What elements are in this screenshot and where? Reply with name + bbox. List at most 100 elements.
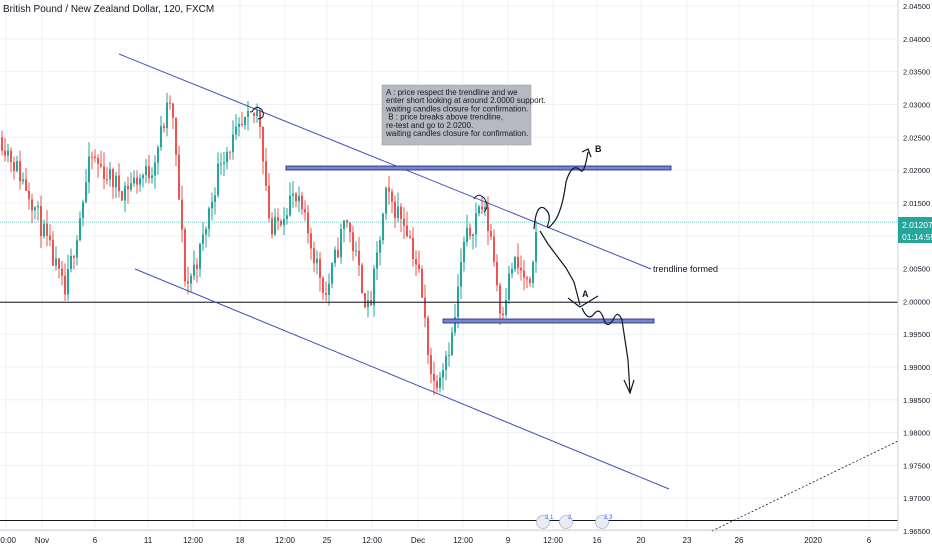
candle-down (127, 185, 129, 190)
time-tick-label: 23 (683, 536, 692, 545)
event-flag-icon (536, 515, 550, 529)
time-tick-label: 12:00 (183, 536, 204, 545)
candle-down (418, 264, 420, 270)
candle-down (112, 169, 114, 188)
candle-down (61, 268, 63, 276)
price-tag-bg (898, 217, 932, 243)
candle-up (247, 110, 249, 117)
scenario-b-arrowhead (581, 148, 592, 158)
candle-up (472, 234, 474, 236)
candles (1, 92, 537, 396)
time-tick-label: 12:00 (543, 536, 564, 545)
candle-down (181, 199, 183, 230)
event-marker[interactable]: 2 (559, 515, 573, 529)
note-line: enter short looking at around 2.0000 sup… (386, 96, 546, 105)
candle-up (124, 185, 126, 201)
candle-down (529, 279, 531, 283)
annotation-note[interactable]: A : price respect the trendline and we en… (381, 84, 546, 146)
candle-down (526, 277, 528, 280)
event-marker[interactable]: 2 1 (536, 515, 555, 529)
dashed-projection-line (711, 440, 899, 532)
candle-up (199, 243, 201, 269)
candle-up (286, 215, 288, 220)
candle-down (409, 236, 411, 238)
candle-up (193, 264, 195, 276)
candle-down (13, 161, 15, 172)
price-tick-label: 1.99000 (903, 363, 930, 372)
price-tick-label: 2.03000 (903, 100, 930, 109)
candle-down (4, 150, 6, 156)
event-marker[interactable]: 2 3 (595, 515, 614, 529)
event-markers[interactable]: 2 1 2 2 3 (536, 515, 614, 529)
candle-up (367, 300, 369, 308)
price-tick-label: 1.96500 (903, 527, 930, 536)
candle-down (415, 259, 417, 265)
candle-up (85, 182, 87, 203)
candle-down (307, 212, 309, 234)
candle-up (145, 166, 147, 176)
candle-down (46, 223, 48, 236)
scenario-b-path (533, 151, 589, 230)
candle-down (490, 231, 492, 237)
candle-up (514, 256, 516, 270)
label-a: A (582, 289, 589, 299)
candle-up (109, 169, 111, 180)
candle-down (19, 161, 21, 182)
candle-down (430, 354, 432, 375)
candle-down (118, 175, 120, 192)
candle-up (505, 299, 507, 316)
note-box (381, 84, 532, 146)
candle-down (433, 374, 435, 382)
candle-down (394, 201, 396, 219)
candle-down (52, 239, 54, 266)
candle-down (517, 256, 519, 268)
price-tick-label: 1.98000 (903, 429, 930, 438)
candle-up (373, 268, 375, 306)
candle-down (241, 123, 243, 125)
candle-up (139, 178, 141, 185)
candle-down (178, 154, 180, 200)
candle-down (58, 258, 60, 269)
candle-down (388, 187, 390, 192)
candle-up (151, 175, 153, 178)
candle-down (304, 209, 306, 213)
candle-down (322, 277, 324, 294)
candle-down (370, 300, 372, 306)
candle-down (106, 178, 108, 180)
candle-down (250, 110, 252, 113)
resistance-zone (285, 165, 672, 171)
candle-down (349, 222, 351, 233)
time-tick-label: 20 (637, 536, 646, 545)
candle-down (325, 293, 327, 296)
candle-down (10, 150, 12, 162)
candle-up (451, 332, 453, 355)
candle-up (460, 262, 462, 287)
candle-up (445, 355, 447, 371)
candle-down (94, 156, 96, 158)
candle-down (520, 267, 522, 271)
candle-up (316, 258, 318, 264)
candle-down (103, 166, 105, 179)
candle-up (190, 275, 192, 284)
price-tick-label: 2.02500 (903, 133, 930, 142)
time-axis[interactable]: 00:00 Nov 6 11 12:00 18 12:00 25 12:00 Dec 12:00 9 1… (0, 536, 872, 545)
candle-up (442, 370, 444, 378)
time-tick-label: 00:00 (0, 536, 17, 545)
candle-up (343, 220, 345, 229)
candle-up (439, 377, 441, 388)
candle-up (478, 206, 480, 214)
candle-up (160, 126, 162, 148)
candle-up (484, 207, 486, 210)
candle-down (265, 161, 267, 186)
candle-down (337, 249, 339, 258)
candle-down (364, 293, 366, 308)
scenario-a-arrowhead (567, 295, 599, 308)
candle-up (334, 249, 336, 264)
candle-down (229, 151, 231, 153)
price-tick-label: 1.97000 (903, 494, 930, 503)
upper-trendline (118, 53, 652, 270)
candle-down (400, 206, 402, 219)
candle-up (382, 213, 384, 241)
